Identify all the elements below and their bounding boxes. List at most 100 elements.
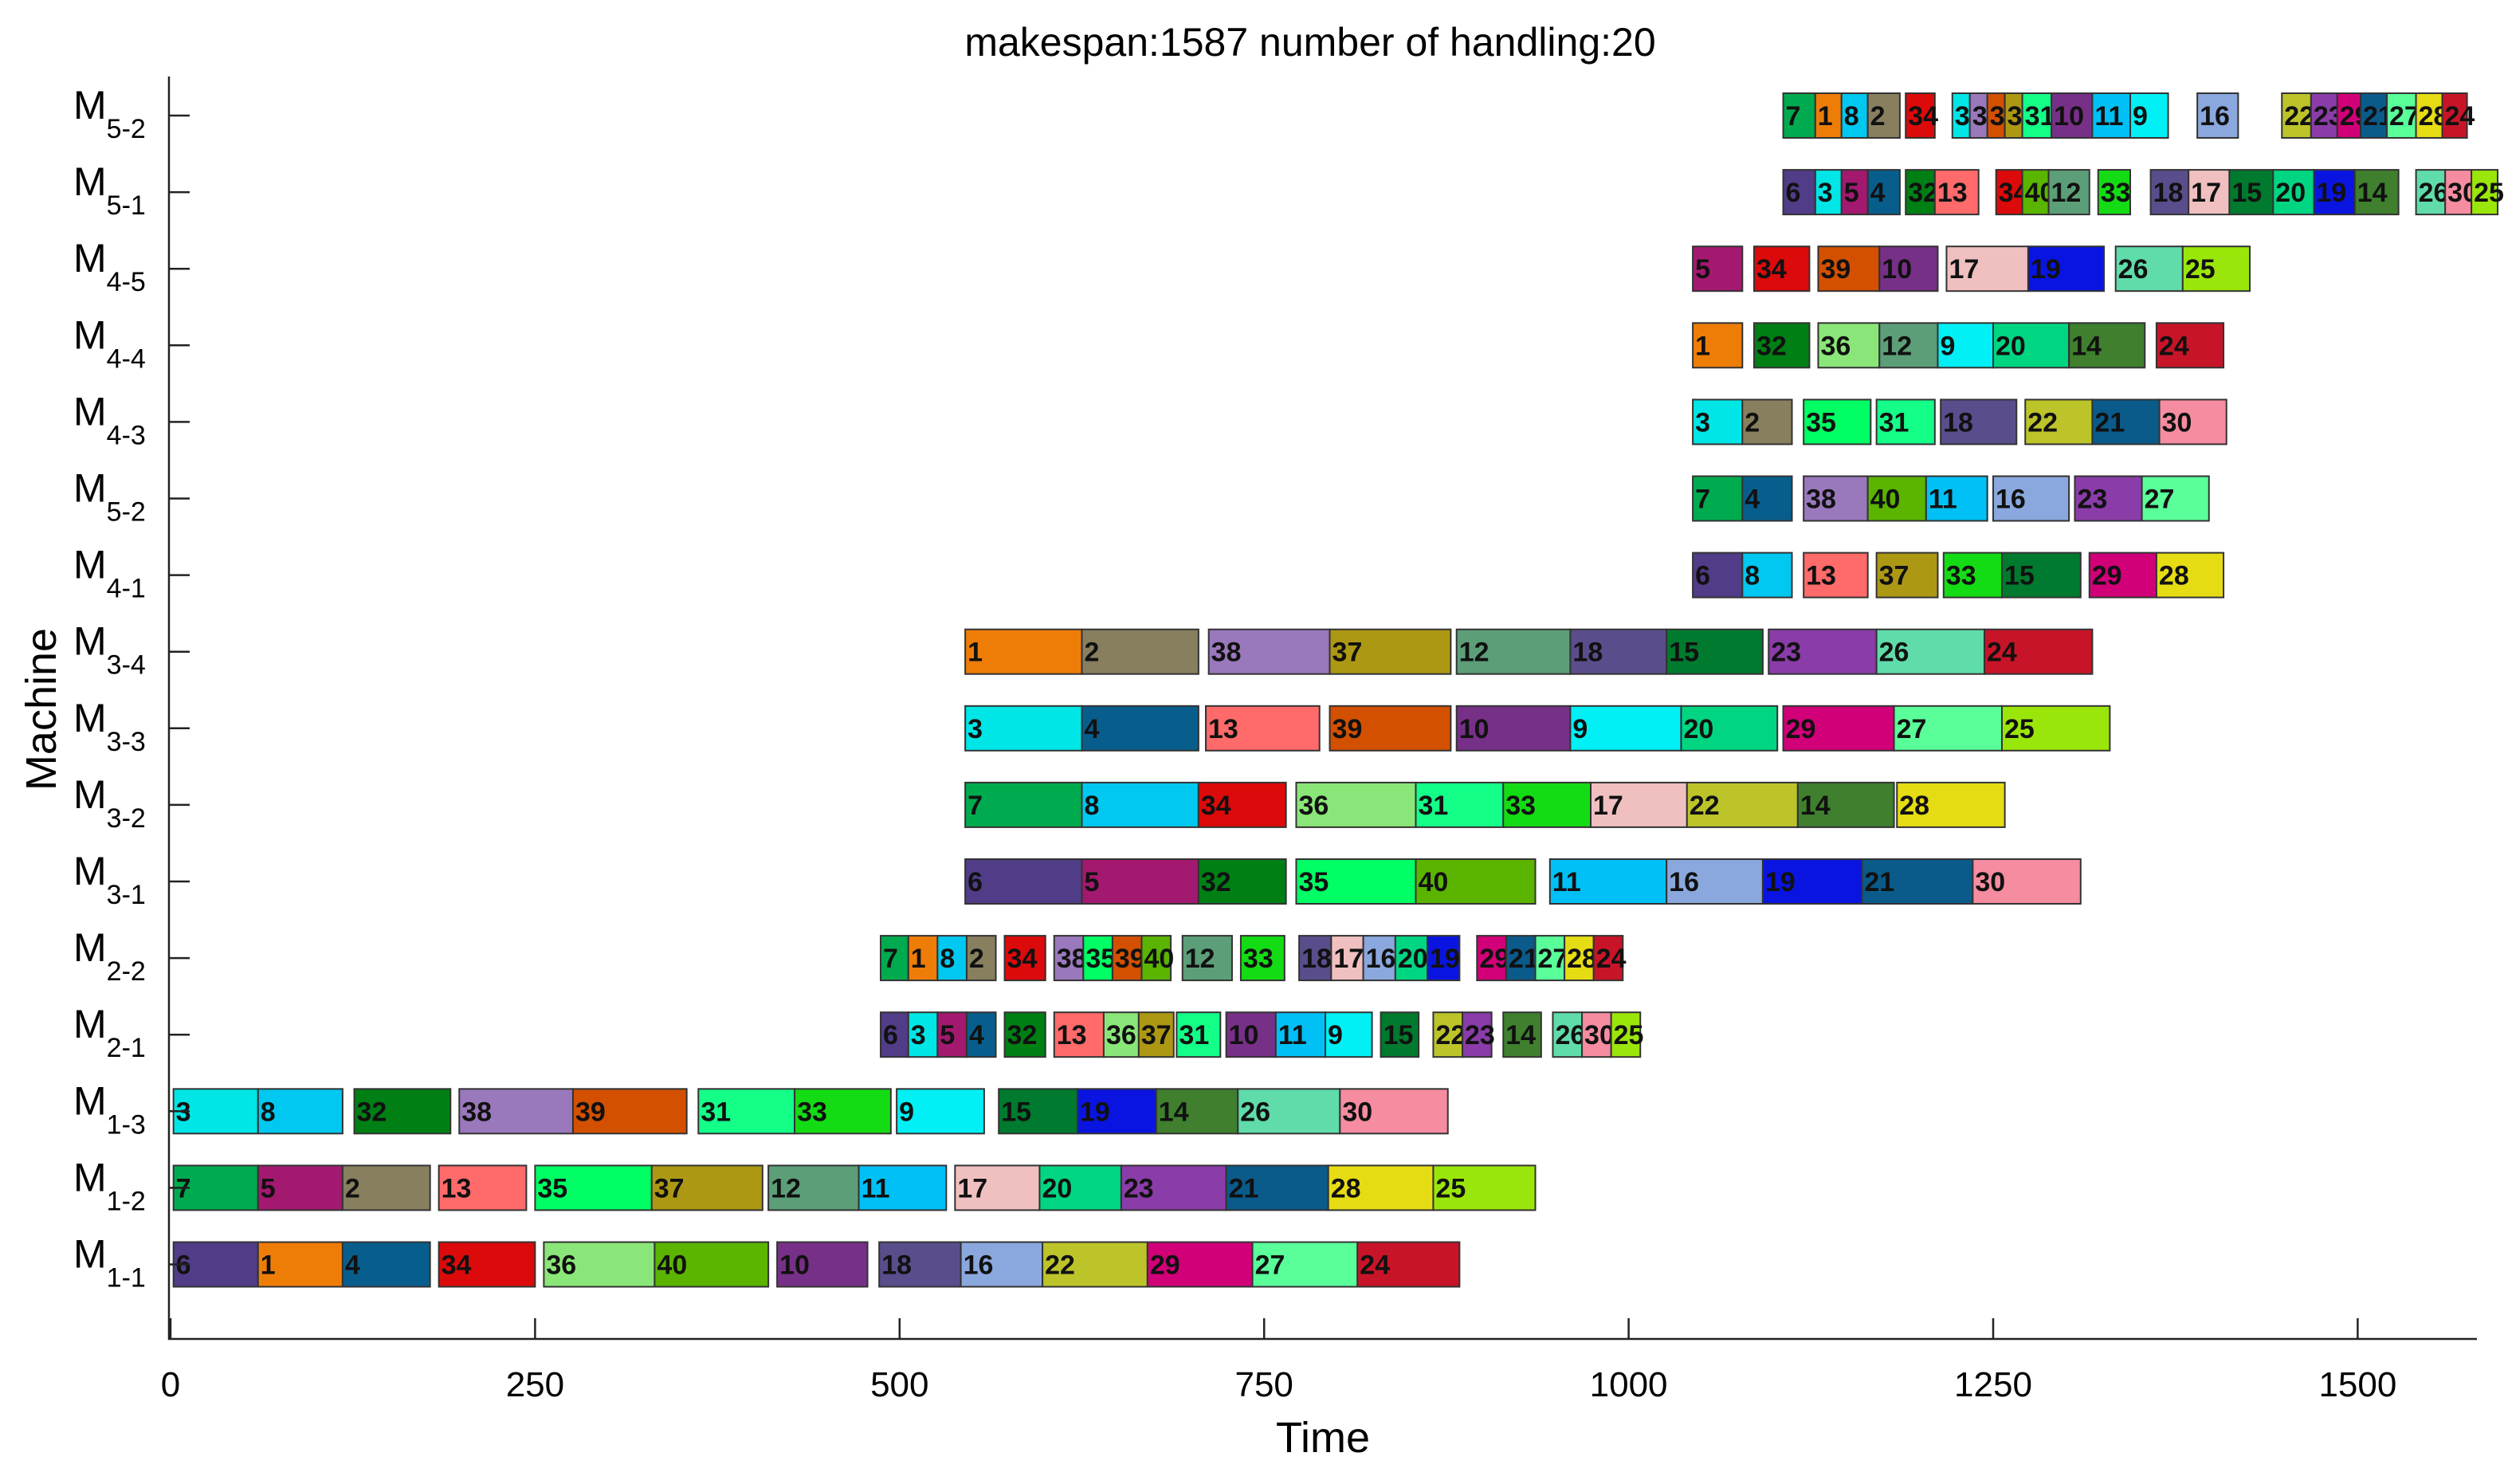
gantt-bar-label-row2-5: 19 bbox=[2031, 254, 2061, 285]
gantt-bar-label-row0-12: 9 bbox=[2133, 101, 2148, 132]
gantt-bar-label-row1-4: 32 bbox=[1908, 178, 1938, 208]
gantt-bar-row0-0 bbox=[1782, 92, 1816, 139]
gantt-bar-label-row3-0: 1 bbox=[1695, 331, 1710, 361]
gantt-bar-label-row4-2: 35 bbox=[1806, 407, 1836, 438]
gantt-bar-row10-1 bbox=[1081, 858, 1199, 905]
gantt-bar-label-row3-3: 12 bbox=[1882, 331, 1912, 361]
gantt-bar-label-row6-5: 15 bbox=[2004, 561, 2035, 591]
gantt-bar-label-row2-1: 34 bbox=[1756, 254, 1787, 285]
gantt-bar-row9-8 bbox=[1796, 781, 1895, 828]
gantt-bar-row12-5 bbox=[1053, 1011, 1105, 1058]
gantt-bar-row15-8 bbox=[960, 1241, 1044, 1288]
gantt-bar-label-row5-3: 40 bbox=[1870, 485, 1901, 515]
gantt-bar-label-row12-6: 36 bbox=[1106, 1020, 1136, 1050]
gantt-bar-label-row10-9: 30 bbox=[1975, 867, 2005, 897]
gantt-bar-row3-0 bbox=[1692, 322, 1744, 369]
gantt-bar-label-row12-17: 30 bbox=[1584, 1020, 1615, 1050]
y-tick-label: M1-3 bbox=[73, 1078, 146, 1140]
gantt-bar-label-row1-12: 15 bbox=[2231, 178, 2262, 208]
gantt-bar-row1-0 bbox=[1782, 169, 1816, 216]
gantt-bar-row1-18 bbox=[2471, 169, 2499, 216]
gantt-bar-label-row13-7: 9 bbox=[899, 1097, 914, 1127]
gantt-bar-row0-3 bbox=[1866, 92, 1901, 139]
gantt-bar-row0-16 bbox=[2336, 92, 2362, 139]
gantt-bar-row14-12 bbox=[1327, 1164, 1435, 1211]
gantt-bar-label-row8-1: 4 bbox=[1085, 714, 1100, 744]
gantt-bar-row12-11 bbox=[1325, 1011, 1373, 1058]
gantt-bar-row5-3 bbox=[1866, 475, 1927, 522]
gantt-bar-label-row6-7: 28 bbox=[2159, 561, 2189, 591]
gantt-bar-label-row7-2: 38 bbox=[1211, 638, 1242, 668]
gantt-bar-row10-3 bbox=[1295, 858, 1417, 905]
y-tick-label: M2-2 bbox=[73, 925, 146, 987]
gantt-bar-label-row8-3: 39 bbox=[1332, 714, 1363, 744]
gantt-bar-row8-8 bbox=[1893, 705, 2003, 752]
gantt-bar-label-row0-3: 2 bbox=[1870, 101, 1886, 132]
gantt-bar-row1-13 bbox=[2272, 169, 2315, 216]
gantt-bar-label-row5-4: 11 bbox=[1929, 485, 1957, 515]
gantt-bar-label-row8-0: 3 bbox=[967, 714, 983, 744]
gantt-bar-label-row12-1: 3 bbox=[911, 1020, 926, 1050]
gantt-bar-label-row4-3: 31 bbox=[1879, 407, 1909, 438]
gantt-bar-row8-9 bbox=[2000, 705, 2111, 752]
gantt-bar-label-row14-8: 17 bbox=[957, 1173, 987, 1203]
gantt-bar-label-row6-2: 13 bbox=[1806, 561, 1836, 591]
gantt-bar-row2-5 bbox=[2027, 245, 2106, 292]
gantt-bar-row2-1 bbox=[1752, 245, 1811, 292]
gantt-bar-label-row7-3: 37 bbox=[1332, 638, 1363, 668]
gantt-bar-label-row8-4: 10 bbox=[1459, 714, 1489, 744]
gantt-bar-label-row1-13: 20 bbox=[2275, 178, 2306, 208]
gantt-bar-label-row1-1: 3 bbox=[1818, 178, 1833, 208]
gantt-bar-row7-3 bbox=[1329, 628, 1452, 675]
gantt-bar-row0-14 bbox=[2281, 92, 2312, 139]
gantt-bar-row13-11 bbox=[1237, 1088, 1341, 1135]
gantt-bar-label-row10-7: 19 bbox=[1765, 867, 1796, 897]
gantt-bar-label-row5-6: 23 bbox=[2077, 485, 2107, 515]
gantt-bar-row7-2 bbox=[1207, 628, 1331, 675]
gantt-bar-label-row15-5: 40 bbox=[657, 1250, 687, 1281]
gantt-bar-label-row12-2: 5 bbox=[940, 1020, 955, 1050]
gantt-bar-label-row3-2: 36 bbox=[1820, 331, 1851, 361]
gantt-bar-label-row11-8: 40 bbox=[1144, 944, 1175, 974]
y-tick-label: M3-1 bbox=[73, 849, 146, 910]
gantt-bar-label-row6-4: 33 bbox=[1946, 561, 1976, 591]
gantt-bar-label-row1-8: 12 bbox=[2051, 178, 2082, 208]
gantt-bar-row10-0 bbox=[964, 858, 1083, 905]
gantt-bar-row0-17 bbox=[2360, 92, 2388, 139]
gantt-bar-row12-17 bbox=[1581, 1011, 1612, 1058]
gantt-bar-row13-7 bbox=[896, 1088, 985, 1135]
gantt-bar-label-row2-7: 25 bbox=[2185, 254, 2216, 285]
gantt-bar-label-row11-14: 20 bbox=[1398, 944, 1428, 974]
y-tick-label: M1-1 bbox=[73, 1232, 146, 1294]
gantt-bar-row6-5 bbox=[2000, 552, 2082, 599]
gantt-bar-label-row0-2: 8 bbox=[1844, 101, 1859, 132]
gantt-bar-row8-3 bbox=[1329, 705, 1452, 752]
y-tick-label: M4-5 bbox=[73, 236, 146, 297]
gantt-bar-label-row1-0: 6 bbox=[1786, 178, 1801, 208]
gantt-bar-label-row14-2: 2 bbox=[345, 1173, 360, 1203]
y-tick-label: M4-4 bbox=[73, 312, 146, 374]
gantt-bar-label-row13-6: 33 bbox=[797, 1097, 827, 1127]
gantt-bar-label-row10-5: 11 bbox=[1552, 867, 1581, 897]
gantt-bar-label-row13-9: 19 bbox=[1080, 1097, 1110, 1127]
gantt-bar-row4-5 bbox=[2024, 398, 2094, 446]
gantt-bar-row13-4 bbox=[571, 1088, 688, 1135]
gantt-bar-label-row11-10: 33 bbox=[1243, 944, 1274, 974]
gantt-bar-label-row9-7: 22 bbox=[1690, 791, 1720, 821]
gantt-bar-label-row10-3: 35 bbox=[1298, 867, 1329, 897]
gantt-bar-label-row12-12: 15 bbox=[1384, 1020, 1414, 1050]
gantt-bar-label-row0-20: 24 bbox=[2445, 101, 2475, 132]
gantt-bar-row4-6 bbox=[2091, 398, 2161, 446]
gantt-bar-row10-6 bbox=[1666, 858, 1764, 905]
gantt-bar-label-row0-4: 34 bbox=[1908, 101, 1938, 132]
gantt-bar-row12-9 bbox=[1225, 1011, 1277, 1058]
gantt-bar-row12-7 bbox=[1137, 1011, 1175, 1058]
gantt-bar-label-row14-6: 12 bbox=[771, 1173, 801, 1203]
gantt-bar-label-row12-14: 23 bbox=[1465, 1020, 1495, 1050]
gantt-bar-row2-6 bbox=[2114, 245, 2184, 292]
gantt-bar-label-row13-11: 26 bbox=[1240, 1097, 1270, 1127]
gantt-bar-row6-1 bbox=[1741, 552, 1793, 599]
gantt-bar-row3-1 bbox=[1752, 322, 1811, 369]
gantt-bar-label-row10-2: 32 bbox=[1201, 867, 1231, 897]
gantt-bar-row11-2 bbox=[936, 935, 967, 982]
